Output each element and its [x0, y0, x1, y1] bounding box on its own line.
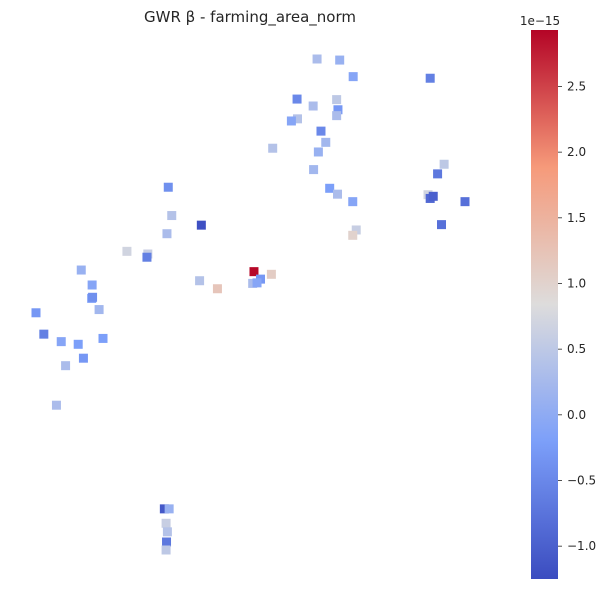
colorbar-gradient [531, 30, 558, 579]
data-point [142, 252, 152, 262]
data-point [428, 191, 438, 201]
data-point [88, 292, 98, 302]
colorbar-tick-label: 2.0 [567, 145, 586, 159]
data-point [308, 101, 318, 111]
data-point [332, 111, 342, 121]
data-point [159, 504, 169, 514]
data-point [56, 337, 66, 347]
data-point [286, 116, 296, 126]
data-point [163, 182, 173, 192]
data-point [73, 339, 83, 349]
data-point [325, 183, 335, 193]
data-point [212, 284, 222, 294]
data-point [87, 280, 97, 290]
data-point [425, 73, 435, 83]
data-point [164, 504, 174, 514]
data-point [51, 400, 61, 410]
data-point [348, 197, 358, 207]
data-point [94, 305, 104, 315]
chart-title: GWR β - farming_area_norm [144, 8, 356, 27]
colorbar: 1e−15 −1.0 −0.5 0.0 0.5 1.0 1.5 2.0 2.5 [520, 14, 596, 579]
data-point [309, 165, 319, 175]
data-point [162, 537, 172, 547]
colorbar-tick-label: 2.5 [567, 79, 586, 93]
data-point [313, 147, 323, 157]
colorbar-tick-label: 1.5 [567, 211, 586, 225]
data-point [312, 54, 322, 64]
data-point [333, 189, 343, 199]
data-point [161, 545, 171, 555]
data-point [348, 72, 358, 82]
data-point [437, 220, 447, 230]
data-point [460, 197, 470, 207]
data-point [162, 229, 172, 239]
colorbar-tick-label: 1.0 [567, 276, 586, 290]
data-point [266, 269, 276, 279]
data-point [98, 333, 108, 343]
data-point [61, 361, 71, 371]
colorbar-tick-label: −0.5 [567, 473, 596, 487]
data-point [39, 329, 49, 339]
data-point [162, 527, 172, 537]
data-point [249, 267, 259, 277]
data-point [433, 169, 443, 179]
colorbar-tick-label: −1.0 [567, 539, 596, 553]
data-point [252, 278, 262, 288]
data-point [76, 265, 86, 275]
colorbar-ticks: −1.0 −0.5 0.0 0.5 1.0 1.5 2.0 2.5 [558, 79, 596, 553]
data-point [348, 230, 358, 240]
data-point [316, 126, 326, 136]
data-point [292, 94, 302, 104]
colorbar-tick-label: 0.5 [567, 342, 586, 356]
data-point [292, 114, 302, 124]
colorbar-tick-label: 0.0 [567, 408, 586, 422]
data-point [196, 220, 206, 230]
data-point [439, 159, 449, 169]
data-point [332, 95, 342, 105]
data-point [351, 225, 361, 235]
data-point [167, 211, 177, 221]
data-point [31, 308, 41, 318]
data-point [321, 137, 331, 147]
data-point [333, 105, 343, 115]
data-point [268, 143, 278, 153]
data-point [78, 353, 88, 363]
data-point [122, 246, 132, 256]
data-point [335, 55, 345, 65]
scatter-points [31, 54, 470, 555]
data-point [161, 518, 171, 528]
data-point [195, 276, 205, 286]
colorbar-offset-label: 1e−15 [520, 14, 560, 28]
